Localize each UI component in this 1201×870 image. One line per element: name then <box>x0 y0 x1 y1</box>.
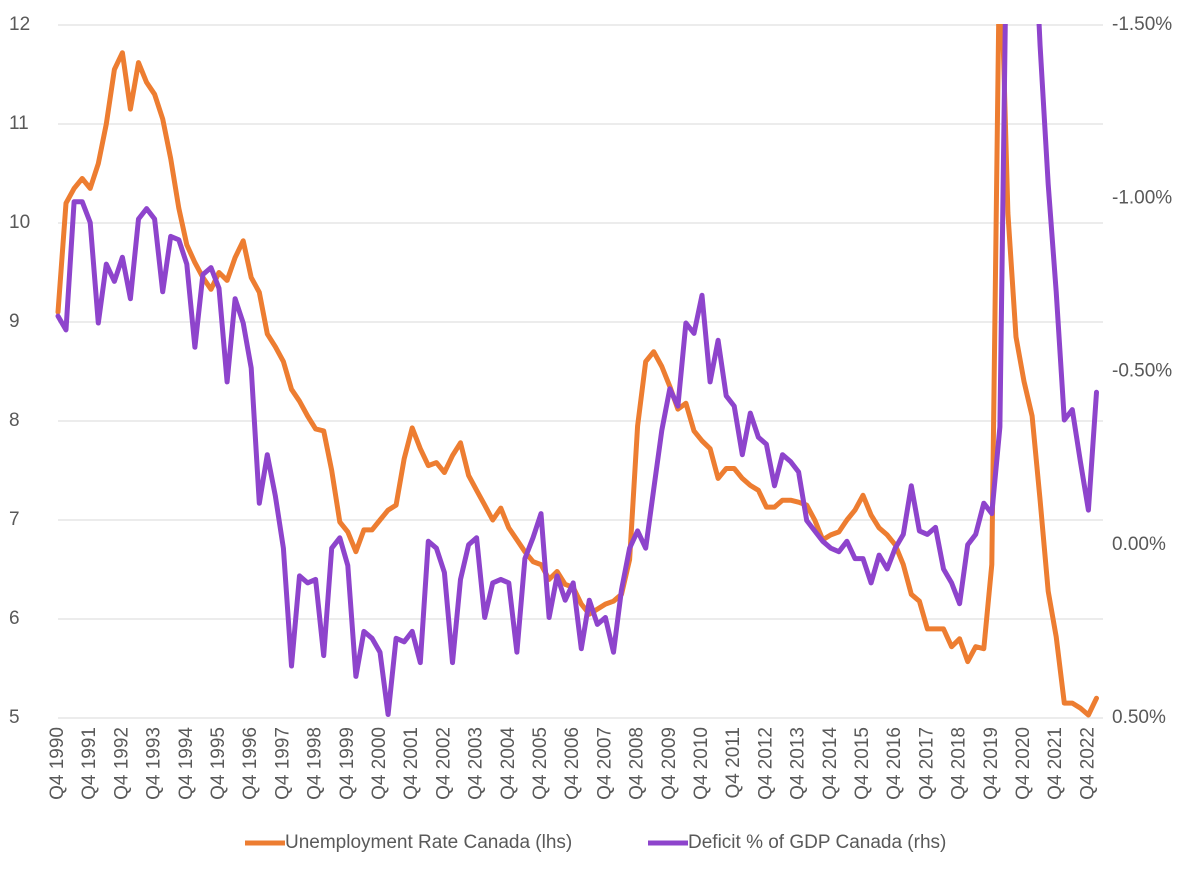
x-tick-label: Q4 2002 <box>433 727 454 800</box>
series-line <box>55 24 1099 717</box>
x-tick-label: Q4 2013 <box>788 727 809 800</box>
x-tick-label: Q4 2019 <box>981 727 1002 800</box>
x-tick-label: Q4 2000 <box>369 727 390 800</box>
x-tick-label: Q4 2018 <box>949 727 970 800</box>
x-tick-label: Q4 2014 <box>820 727 841 800</box>
y-tick-label: 10 <box>9 212 30 233</box>
x-tick-label: Q4 1999 <box>337 727 358 800</box>
x-tick-label: Q4 2020 <box>1013 727 1034 800</box>
x-tick-label: Q4 2011 <box>723 727 744 798</box>
x-tick-label: Q4 2001 <box>401 727 422 800</box>
x-tick-label: Q4 2012 <box>755 727 776 800</box>
y-tick-label: 9 <box>9 311 20 332</box>
x-tick-label: Q4 1998 <box>305 727 326 800</box>
x-tick-label: Q4 1990 <box>47 727 68 800</box>
legend-label: Unemployment Rate Canada (lhs) <box>285 832 572 853</box>
plot-area <box>55 24 1099 718</box>
x-tick-label: Q4 2007 <box>594 727 615 800</box>
x-tick-label: Q4 2008 <box>627 727 648 800</box>
x-tick-label: Q4 1997 <box>272 727 293 800</box>
y2-tick-label: -1.50% <box>1112 14 1172 35</box>
x-tick-label: Q4 2010 <box>691 727 712 800</box>
y2-tick-label: 0.00% <box>1112 534 1166 555</box>
y2-tick-label: 0.50% <box>1112 707 1166 728</box>
x-tick-label: Q4 1994 <box>176 727 197 800</box>
x-tick-label: Q4 2009 <box>659 727 680 800</box>
x-tick-label: Q4 2021 <box>1045 727 1066 800</box>
x-tick-label: Q4 2003 <box>466 727 487 800</box>
x-tick-label: Q4 1992 <box>111 727 132 800</box>
x-tick-label: Q4 2004 <box>498 727 519 800</box>
x-tick-label: Q4 1996 <box>240 727 261 800</box>
x-tick-label: Q4 2016 <box>884 727 905 800</box>
x-tick-label: Q4 2015 <box>852 727 873 800</box>
x-tick-label: Q4 2006 <box>562 727 583 800</box>
y-tick-label: 6 <box>9 608 20 629</box>
x-tick-label: Q4 2022 <box>1077 727 1098 800</box>
x-tick-label: Q4 2017 <box>916 727 937 800</box>
y2-tick-label: -1.00% <box>1112 187 1172 208</box>
y-tick-label: 5 <box>9 707 20 728</box>
y-tick-label: 7 <box>9 509 20 530</box>
x-tick-label: Q4 1995 <box>208 727 229 800</box>
x-tick-label: Q4 1993 <box>144 727 165 800</box>
y2-tick-label: -0.50% <box>1112 361 1172 382</box>
y-tick-label: 12 <box>9 14 30 35</box>
x-tick-label: Q4 2005 <box>530 727 551 800</box>
legend-label: Deficit % of GDP Canada (rhs) <box>688 832 946 853</box>
y-tick-label: 11 <box>9 113 29 134</box>
y-tick-label: 8 <box>9 410 20 431</box>
x-tick-label: Q4 1991 <box>79 727 100 800</box>
